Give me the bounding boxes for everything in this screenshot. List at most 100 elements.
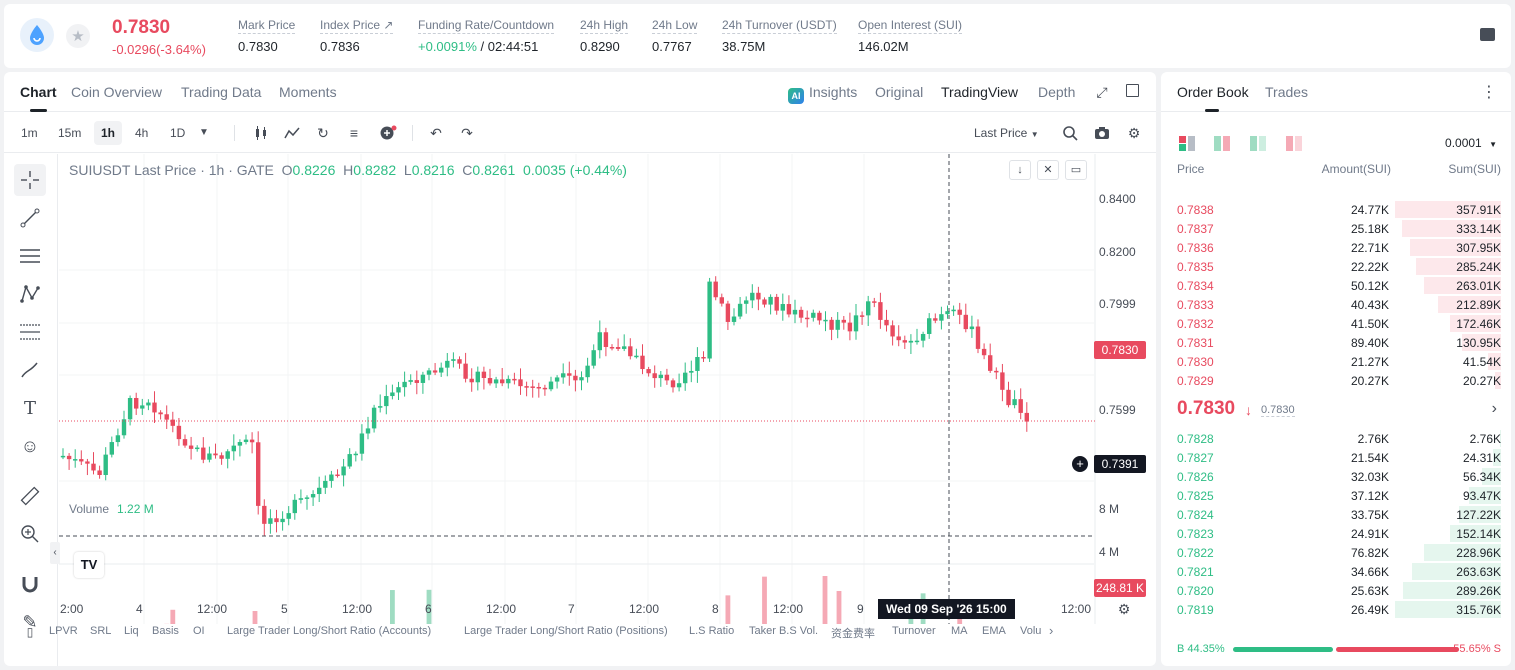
tab-chart[interactable]: Chart xyxy=(20,84,57,112)
indicator-item[interactable]: Turnover xyxy=(892,625,936,637)
indicators-icon[interactable] xyxy=(284,125,300,141)
ask-row[interactable]: 0.7835 22.22K 285.24K xyxy=(1161,257,1511,276)
favorite-star-icon[interactable]: ★ xyxy=(66,24,90,48)
window-icon[interactable] xyxy=(1126,84,1139,97)
trend-line-icon[interactable] xyxy=(14,202,46,234)
horizontal-lines-icon[interactable] xyxy=(14,240,46,272)
brush-icon[interactable] xyxy=(14,354,46,386)
indicator-item[interactable]: LPVR xyxy=(49,625,78,637)
bid-row[interactable]: 0.7821 34.66K 263.63K xyxy=(1161,562,1511,581)
indicator-item[interactable]: EMA xyxy=(982,625,1006,637)
chevron-down-icon[interactable]: ▼ xyxy=(199,127,209,138)
search-icon[interactable] xyxy=(1062,125,1078,141)
fullscreen-icon[interactable]: ▭ xyxy=(1065,160,1087,180)
bid-row[interactable]: 0.7823 24.91K 152.14K xyxy=(1161,524,1511,543)
stat-label[interactable]: Index Price ↗ xyxy=(320,18,394,34)
ask-row[interactable]: 0.7837 25.18K 333.14K xyxy=(1161,219,1511,238)
indicator-item[interactable]: SRL xyxy=(90,625,112,637)
chart-settings-icon[interactable]: ⚙ xyxy=(1117,601,1131,617)
bid-row[interactable]: 0.7820 25.63K 289.26K xyxy=(1161,581,1511,600)
order-sum: 127.22K xyxy=(1456,508,1501,522)
candle-type-icon[interactable] xyxy=(253,125,269,141)
zoom-in-icon[interactable] xyxy=(14,518,46,550)
mode-original[interactable]: Original xyxy=(875,84,924,100)
add-indicator-icon[interactable] xyxy=(379,125,397,141)
indicator-item[interactable]: Liq xyxy=(124,625,139,637)
tab-moments[interactable]: Moments xyxy=(279,84,337,100)
view-bids-icon[interactable] xyxy=(1250,136,1266,151)
lock-drawing-icon[interactable]: ✎ xyxy=(22,611,38,632)
tab-trades[interactable]: Trades xyxy=(1265,84,1309,100)
insights-button[interactable]: AI Insights xyxy=(788,84,857,104)
template-list-icon[interactable]: ≡ xyxy=(349,125,359,141)
indicator-item[interactable]: OI xyxy=(193,625,205,637)
scroll-down-icon[interactable]: ↓ xyxy=(1009,160,1031,180)
collapse-toolbar-icon[interactable]: ‹ xyxy=(50,542,60,564)
tab-coin-overview[interactable]: Coin Overview xyxy=(71,84,163,100)
gear-icon[interactable]: ⚙ xyxy=(1127,125,1141,141)
ask-row[interactable]: 0.7832 41.50K 172.46K xyxy=(1161,314,1511,333)
bid-row[interactable]: 0.7824 33.75K 127.22K xyxy=(1161,505,1511,524)
magnet-icon[interactable] xyxy=(14,568,46,600)
candlestick-chart[interactable] xyxy=(59,154,1156,624)
fib-retracement-icon[interactable] xyxy=(14,316,46,348)
camera-icon[interactable] xyxy=(1094,125,1110,141)
indicator-panel-icon[interactable]: ▯ xyxy=(26,625,34,639)
mode-depth[interactable]: Depth xyxy=(1038,84,1076,100)
expand-icon[interactable]: ⤢ xyxy=(1096,84,1108,100)
chevron-right-icon[interactable]: › xyxy=(1049,623,1054,638)
tab-trading-data[interactable]: Trading Data xyxy=(181,84,262,100)
text-tool-icon[interactable]: T xyxy=(23,397,36,419)
timeframe-1m[interactable]: 1m xyxy=(21,126,38,140)
ask-row[interactable]: 0.7829 20.27K 20.27K xyxy=(1161,371,1511,390)
ask-row[interactable]: 0.7838 24.77K 357.91K xyxy=(1161,200,1511,219)
indicator-item[interactable]: MA xyxy=(951,625,968,637)
indicator-item[interactable]: Basis xyxy=(152,625,179,637)
indicator-item[interactable]: L.S Ratio xyxy=(689,625,735,637)
bid-row[interactable]: 0.7827 21.54K 24.31K xyxy=(1161,448,1511,467)
timeframe-4h[interactable]: 4h xyxy=(135,126,149,140)
timeframe-15m[interactable]: 15m xyxy=(58,126,82,140)
emoji-icon[interactable]: ☺ xyxy=(20,435,40,456)
bid-row[interactable]: 0.7825 37.12K 93.47K xyxy=(1161,486,1511,505)
stat-label[interactable]: Mark Price xyxy=(238,18,296,34)
book-icon[interactable] xyxy=(1480,28,1495,41)
ask-row[interactable]: 0.7836 22.71K 307.95K xyxy=(1161,238,1511,257)
mode-tradingview[interactable]: TradingView xyxy=(941,84,1019,100)
pattern-icon[interactable] xyxy=(14,278,46,310)
collapse-icon[interactable]: ✕ xyxy=(1037,160,1059,180)
bid-row[interactable]: 0.7822 76.82K 228.96K xyxy=(1161,543,1511,562)
undo-icon[interactable]: ↶ xyxy=(430,125,442,141)
ruler-icon[interactable] xyxy=(14,480,46,512)
redo-icon[interactable]: ↷ xyxy=(461,125,473,141)
view-both-icon[interactable] xyxy=(1179,136,1195,151)
bid-row[interactable]: 0.7826 32.03K 56.34K xyxy=(1161,467,1511,486)
timeframe-1h[interactable]: 1h xyxy=(94,121,123,145)
stat-label[interactable]: 24h Turnover (USDT) xyxy=(722,18,837,34)
add-alert-icon[interactable]: + xyxy=(1072,456,1088,472)
crosshair-icon[interactable] xyxy=(14,164,46,196)
ask-row[interactable]: 0.7834 50.12K 263.01K xyxy=(1161,276,1511,295)
indicator-item[interactable]: Large Trader Long/Short Ratio (Positions… xyxy=(464,625,668,637)
ask-row[interactable]: 0.7833 40.43K 212.89K xyxy=(1161,295,1511,314)
indicator-item[interactable]: Volu xyxy=(1020,625,1042,637)
ask-row[interactable]: 0.7831 89.40K 130.95K xyxy=(1161,333,1511,352)
view-split-icon[interactable] xyxy=(1214,136,1230,151)
tab-order-book[interactable]: Order Book xyxy=(1177,84,1249,112)
indicator-item[interactable]: Large Trader Long/Short Ratio (Accounts) xyxy=(227,625,432,637)
price-type-select[interactable]: Last Price ▼ xyxy=(974,126,1039,140)
view-asks-icon[interactable] xyxy=(1286,136,1302,151)
refresh-icon[interactable]: ↻ xyxy=(317,125,329,141)
chevron-right-icon[interactable]: › xyxy=(1491,400,1497,417)
indicator-item[interactable]: Taker B.S Vol. xyxy=(749,625,819,637)
timeframe-1d[interactable]: 1D xyxy=(170,126,186,140)
indicator-item[interactable]: 资金费率 xyxy=(831,628,875,640)
bid-row[interactable]: 0.7828 2.76K 2.76K xyxy=(1161,429,1511,448)
more-options-icon[interactable]: ⋮ xyxy=(1481,84,1497,101)
mark-price: 0.7830 xyxy=(1261,404,1295,417)
stat-label[interactable]: Open Interest (SUI) xyxy=(858,18,963,34)
precision-select[interactable]: 0.0001 ▼ xyxy=(1445,136,1497,150)
ask-row[interactable]: 0.7830 21.27K 41.54K xyxy=(1161,352,1511,371)
stat-label[interactable]: Funding Rate/Countdown xyxy=(418,18,555,34)
bid-row[interactable]: 0.7819 26.49K 315.76K xyxy=(1161,600,1511,619)
